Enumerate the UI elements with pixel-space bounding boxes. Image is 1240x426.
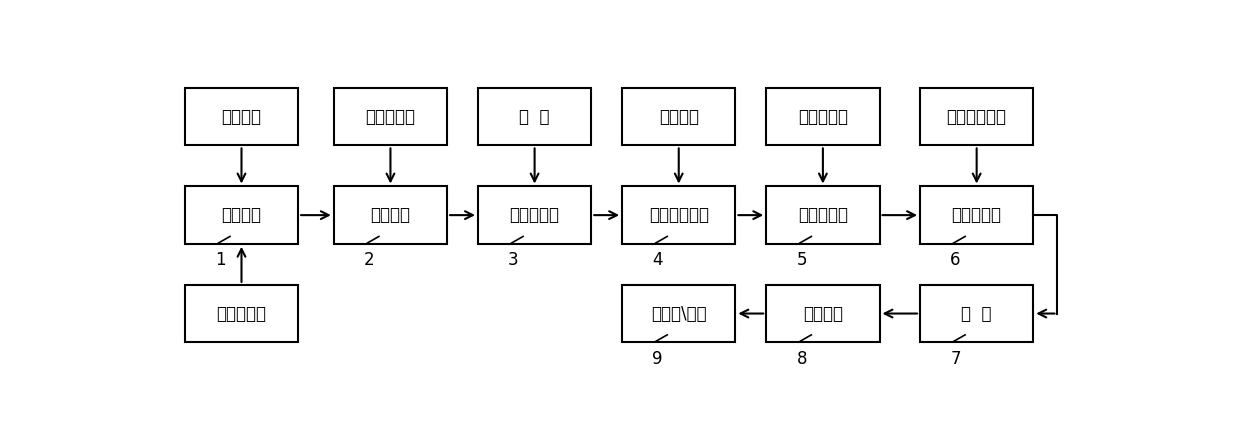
Bar [185,187,298,244]
Text: 低温共烧: 低温共烧 [802,305,843,322]
Text: 内引线准备: 内引线准备 [797,108,848,126]
Bar [185,88,298,145]
Text: 介质浆料制备: 介质浆料制备 [946,108,1007,126]
Text: 5: 5 [796,251,807,269]
Text: 3: 3 [508,251,518,269]
Text: 1: 1 [215,251,226,269]
Text: 粉沫造粒: 粉沫造粒 [371,206,410,224]
Text: 4: 4 [652,251,663,269]
Bar [334,88,448,145]
Text: 干  燥: 干 燥 [961,305,992,322]
Bar [920,285,1033,342]
Bar [920,187,1033,244]
Text: 置埋内引线: 置埋内引线 [797,206,848,224]
Text: 覆盖介质层: 覆盖介质层 [951,206,1002,224]
Text: 9: 9 [652,350,663,368]
Text: 8: 8 [796,350,807,368]
Bar [185,285,298,342]
Text: 置入电子浆料: 置入电子浆料 [649,206,709,224]
Text: 陶瓷原料: 陶瓷原料 [222,108,262,126]
Text: 粘接剂准备: 粘接剂准备 [366,108,415,126]
Bar [920,88,1033,145]
Bar [477,88,591,145]
Text: 电子浆料: 电子浆料 [658,108,699,126]
Bar [334,187,448,244]
Text: 2: 2 [365,251,374,269]
Bar [622,187,735,244]
Text: 后处理\成品: 后处理\成品 [651,305,707,322]
Text: 球磨混料: 球磨混料 [222,206,262,224]
Bar [622,285,735,342]
Text: 模  具: 模 具 [520,108,549,126]
Text: 7: 7 [950,350,961,368]
Bar [766,187,879,244]
Text: 6: 6 [950,251,961,269]
Bar [766,285,879,342]
Bar [622,88,735,145]
Text: 干压生坯片: 干压生坯片 [510,206,559,224]
Bar [477,187,591,244]
Text: 微晶玻璃粉: 微晶玻璃粉 [217,305,267,322]
Bar [766,88,879,145]
